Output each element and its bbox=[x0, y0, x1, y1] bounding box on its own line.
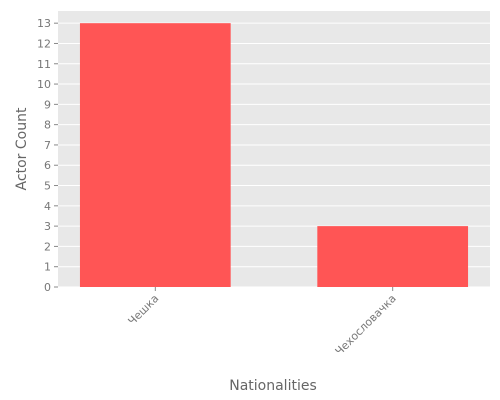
y-tick-label: 3 bbox=[44, 220, 51, 233]
y-tick-label: 12 bbox=[37, 37, 51, 50]
y-tick-label: 5 bbox=[44, 180, 51, 193]
y-tick-label: 7 bbox=[44, 139, 51, 152]
y-tick-label: 9 bbox=[44, 98, 51, 111]
y-tick-label: 6 bbox=[44, 159, 51, 172]
y-tick-label: 13 bbox=[37, 17, 51, 30]
y-tick-label: 8 bbox=[44, 119, 51, 132]
x-tick-label: Чешка bbox=[126, 292, 162, 328]
y-tick-label: 10 bbox=[37, 78, 51, 91]
x-tick-label: Чехословачка bbox=[333, 292, 399, 358]
y-axis-label: Actor Count bbox=[14, 107, 30, 190]
bar bbox=[79, 23, 231, 287]
y-tick-label: 11 bbox=[37, 58, 51, 71]
y-tick-label: 1 bbox=[44, 261, 51, 274]
y-tick-label: 0 bbox=[44, 281, 51, 294]
x-axis-label: Nationalities bbox=[229, 378, 317, 394]
y-tick-label: 2 bbox=[44, 240, 51, 253]
y-tick-label: 4 bbox=[44, 200, 51, 213]
bar bbox=[317, 226, 469, 287]
